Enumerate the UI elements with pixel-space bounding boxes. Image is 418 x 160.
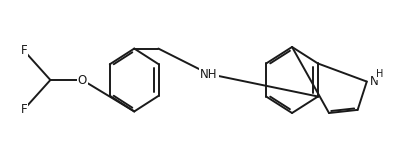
Text: NH: NH [200, 68, 218, 80]
Text: N: N [370, 75, 379, 88]
Text: O: O [78, 73, 87, 87]
Text: H: H [375, 69, 383, 80]
Text: F: F [21, 44, 28, 57]
Text: F: F [21, 103, 28, 116]
